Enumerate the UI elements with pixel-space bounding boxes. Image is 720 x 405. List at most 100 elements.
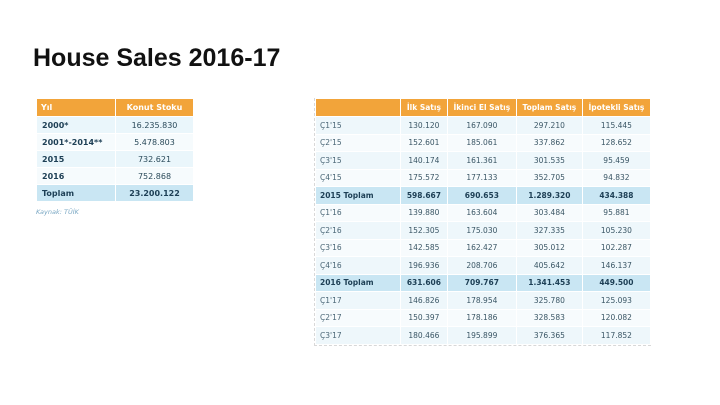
table-row: 2016 752.868 [36,167,194,185]
table-row: Ç4'15 175.572 177.133 352.705 94.832 [315,168,652,187]
housing-stock-table-container: Yıl Konut Stoku 2000* 16.235.830 2001*-201… [36,98,194,216]
row-label: Ç3'17 [315,326,401,345]
table-cell: 167.090 [446,116,517,135]
slide-title: House Sales 2016-17 [33,44,281,72]
table-cell: 305.012 [515,238,583,257]
row-label: 2015 [36,150,116,168]
table-cell: 128.652 [581,133,652,152]
table-row: Ç1'17 146.826 178.954 325.780 125.093 [315,291,652,310]
table-cell: 185.061 [446,133,517,152]
table-cell: 178.954 [446,291,517,310]
table-cell: 196.936 [400,256,448,275]
table-cell: 152.305 [400,221,448,240]
table-cell: 95.459 [581,151,652,170]
header-mortgaged-sales: İpotekli Satış [581,98,652,117]
header-year: Yıl [36,98,116,117]
row-label: Ç2'16 [315,221,401,240]
table-cell: 297.210 [515,116,583,135]
row-label: Toplam [36,184,116,202]
table-cell: 598.667 [400,186,448,205]
table-cell: 152.601 [400,133,448,152]
table-cell: 146.826 [400,291,448,310]
table-cell: 449.500 [581,273,652,292]
table-cell: 303.484 [515,203,583,222]
table-row: 2001*-2014** 5.478.803 [36,133,194,151]
header-second-hand-sales: İkinci El Satış [446,98,517,117]
table-cell: 177.133 [446,168,517,187]
row-label: Ç1'16 [315,203,401,222]
table-cell: 328.583 [515,308,583,327]
source-note: Kaynak: TÜİK [36,208,79,216]
header-total-sales: Toplam Satış [515,98,583,117]
table-cell: 117.852 [581,326,652,345]
table-header-row: Yıl Konut Stoku [36,98,194,117]
table-row: Ç4'16 196.936 208.706 405.642 146.137 [315,256,652,275]
table-cell: 178.186 [446,308,517,327]
table-row: Ç2'15 152.601 185.061 337.862 128.652 [315,133,652,152]
row-label: 2001*-2014** [36,133,116,151]
table-cell: 631.606 [400,273,448,292]
header-period [315,98,401,117]
table-cell: 105.230 [581,221,652,240]
table-cell: 102.287 [581,238,652,257]
row-label: Ç3'16 [315,238,401,257]
table-cell: 690.653 [446,186,517,205]
table-header-row: İlk Satış İkinci El Satış Toplam Satış İ… [315,98,652,117]
table-row: 2016 Toplam 631.606 709.767 1.341.453 449.50… [315,273,652,292]
table-cell: 195.899 [446,326,517,345]
table-row: 2015 Toplam 598.667 690.653 1.289.320 434.38… [315,186,652,205]
table-row: Ç1'16 139.880 163.604 303.484 95.881 [315,203,652,222]
row-label: Ç1'15 [315,116,401,135]
table-cell: 175.572 [400,168,448,187]
header-housing-stock: Konut Stoku [115,98,194,117]
table-row: Ç2'17 150.397 178.186 328.583 120.082 [315,308,652,327]
row-label: Ç4'16 [315,256,401,275]
table-cell: 352.705 [515,168,583,187]
table-cell: 125.093 [581,291,652,310]
table-cell: 150.397 [400,308,448,327]
table-row: 2015 732.621 [36,150,194,168]
table-cell: 161.361 [446,151,517,170]
table-cell: 208.706 [446,256,517,275]
row-label: 2015 Toplam [315,186,401,205]
row-label: 2000* [36,116,116,134]
table-cell: 301.535 [515,151,583,170]
quarterly-sales-table: İlk Satış İkinci El Satış Toplam Satış İ… [315,98,652,345]
table-cell: 142.585 [400,238,448,257]
table-row: Toplam 23.200.122 [36,184,194,202]
table-cell: 94.832 [581,168,652,187]
table-row: Ç3'17 180.466 195.899 376.365 117.852 [315,326,652,345]
table-cell: 140.174 [400,151,448,170]
row-label: Ç4'15 [315,168,401,187]
row-label: Ç3'15 [315,151,401,170]
table-cell: 162.427 [446,238,517,257]
table-cell: 175.030 [446,221,517,240]
table-cell: 1.289.320 [515,186,583,205]
table-cell: 163.604 [446,203,517,222]
table-cell: 146.137 [581,256,652,275]
table-cell: 139.880 [400,203,448,222]
table-cell: 325.780 [515,291,583,310]
row-value: 23.200.122 [115,184,194,202]
housing-stock-table: Yıl Konut Stoku 2000* 16.235.830 2001*-201… [36,98,194,202]
table-cell: 434.388 [581,186,652,205]
table-cell: 376.365 [515,326,583,345]
row-value: 5.478.803 [115,133,194,151]
table-cell: 95.881 [581,203,652,222]
table-row: Ç3'15 140.174 161.361 301.535 95.459 [315,151,652,170]
row-label: 2016 [36,167,116,185]
row-label: Ç2'15 [315,133,401,152]
quarterly-sales-table-container: İlk Satış İkinci El Satış Toplam Satış İ… [314,98,652,346]
row-value: 732.621 [115,150,194,168]
table-cell: 405.642 [515,256,583,275]
row-label: 2016 Toplam [315,273,401,292]
table-cell: 709.767 [446,273,517,292]
table-cell: 180.466 [400,326,448,345]
table-row: Ç2'16 152.305 175.030 327.335 105.230 [315,221,652,240]
table-row: 2000* 16.235.830 [36,116,194,134]
row-value: 752.868 [115,167,194,185]
table-cell: 1.341.453 [515,273,583,292]
table-cell: 327.335 [515,221,583,240]
row-label: Ç1'17 [315,291,401,310]
table-cell: 120.082 [581,308,652,327]
